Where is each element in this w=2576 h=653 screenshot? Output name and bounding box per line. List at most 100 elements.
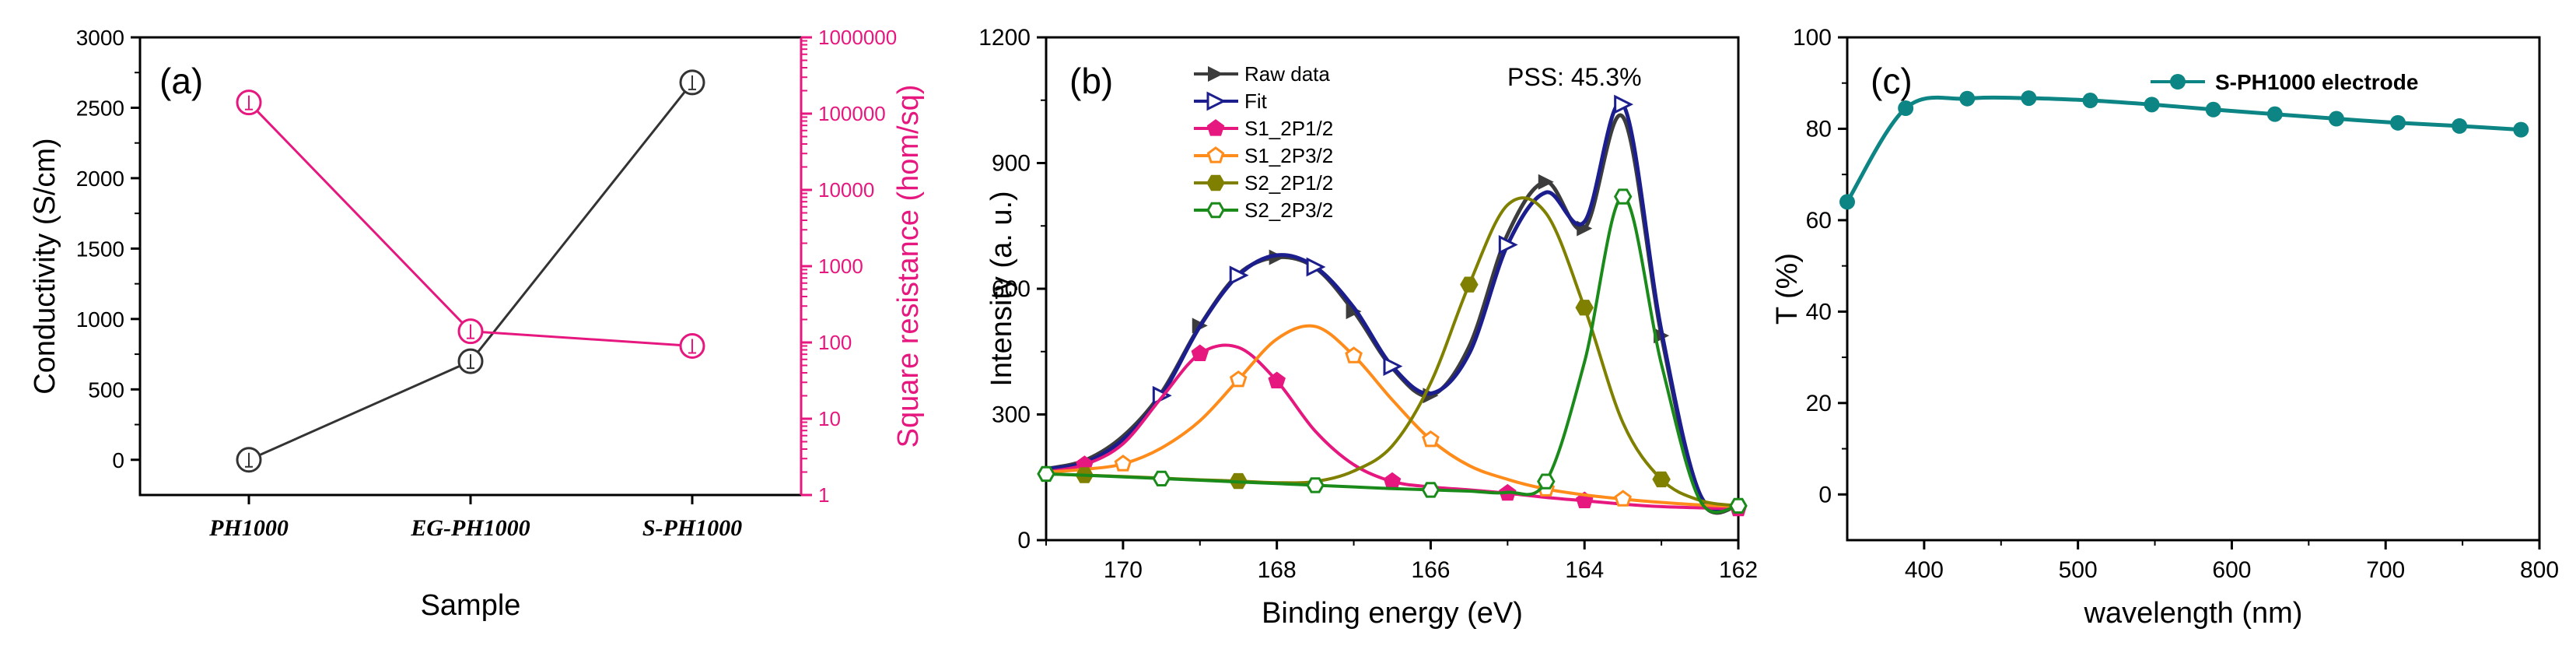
c-point-s-ph1000-electrode: [2390, 114, 2406, 131]
b-legend-label: Raw data: [1244, 62, 1330, 86]
a-ytick-label: 0: [112, 448, 124, 472]
b-point-s1-2p3-2: [1345, 346, 1363, 363]
b-point-s1-2p3-2: [1422, 430, 1440, 448]
b-line-s2-2p1-2: [1045, 196, 1739, 507]
c-xtick-label: 700: [2366, 557, 2405, 583]
b-point-s1-2p1-2: [1268, 371, 1286, 388]
b-point-s1-2p3-2: [1614, 490, 1632, 507]
b-point-s2-2p1-2: [1460, 276, 1479, 293]
a-ytick-label: 2000: [76, 167, 124, 191]
c-ytick-label: 40: [1806, 299, 1832, 325]
c-xtick-label: 600: [2212, 557, 2251, 583]
c-legend-label: S-PH1000 electrode: [2215, 70, 2418, 94]
b-legend-item-fit: Fit: [1194, 90, 1268, 113]
c-ytick-label: 20: [1806, 391, 1832, 416]
panel-b-xlabel: Binding energy (eV): [1262, 597, 1523, 630]
panel-c-legend: S-PH1000 electrode: [2151, 70, 2418, 94]
b-xtick-label: 170: [1104, 557, 1143, 583]
c-line-s-ph1000-electrode: [1845, 95, 2522, 203]
c-point-s-ph1000-electrode: [2266, 106, 2283, 122]
panel-c-lines: [1839, 90, 2529, 210]
a-xtick-label: EG-PH1000: [410, 515, 530, 541]
b-xtick-label: 162: [1719, 557, 1758, 583]
b-legend-marker: [1206, 174, 1225, 191]
c-point-s-ph1000-electrode: [2205, 101, 2221, 118]
b-point-s2-2p3-2: [1537, 473, 1556, 490]
b-series-s2-2p3-2: [1037, 188, 1748, 514]
b-point-fit: [1229, 265, 1249, 286]
b-legend-item-s2-2p1-2: S2_2P1/2: [1194, 171, 1333, 195]
a-y2tick-label: 100000: [818, 102, 886, 125]
b-point-s1-2p3-2: [1114, 455, 1132, 472]
a-xtick-label: PH1000: [208, 515, 289, 541]
b-point-s2-2p1-2: [1575, 300, 1594, 316]
c-point-s-ph1000-electrode: [1839, 194, 1855, 210]
b-point-s1-2p1-2: [1383, 472, 1402, 490]
a-xtick-label: S-PH1000: [642, 515, 742, 541]
b-point-s1-2p1-2: [1191, 344, 1209, 361]
a-line-conductivity: [248, 81, 694, 462]
panel-a: (a) 0 500 1000 1500 2000 2500 3000 1 10 100 1000 10…: [29, 26, 925, 622]
c-ytick-label: 100: [1793, 25, 1832, 51]
c-point-s-ph1000-electrode: [2452, 118, 2468, 134]
b-ytick-label: 900: [992, 151, 1031, 177]
b-legend-label: S2_2P3/2: [1244, 198, 1333, 222]
panel-b-label: (b): [1069, 61, 1113, 101]
b-xtick-label: 168: [1258, 557, 1297, 583]
a-line-square-resistance: [247, 101, 693, 347]
panel-b-frame: [1045, 36, 1740, 542]
c-series-s-ph1000-electrode: [1839, 90, 2529, 210]
b-legend-marker: [1206, 146, 1225, 163]
a-ytick-label: 3000: [76, 26, 124, 50]
b-ytick-label: 600: [992, 276, 1031, 302]
b-point-fit: [1614, 94, 1634, 114]
b-legend-label: Fit: [1244, 90, 1268, 113]
c-point-s-ph1000-electrode: [2513, 121, 2529, 138]
a-ytick-label: 1500: [76, 237, 124, 261]
panel-a-xlabel: Sample: [421, 589, 521, 622]
b-legend-item-raw-data: Raw data: [1194, 62, 1330, 86]
b-legend-label: S2_2P1/2: [1244, 171, 1333, 195]
panel-c-ylabel: T (%): [1771, 253, 1804, 325]
c-xtick-label: 500: [2059, 557, 2098, 583]
a-y2tick-label: 1: [818, 483, 829, 507]
c-ytick-label: 80: [1806, 116, 1832, 142]
b-point-s2-2p1-2: [1652, 471, 1671, 488]
b-legend-marker: [1206, 91, 1227, 111]
b-point-fit: [1498, 235, 1518, 255]
panel-a-ticks: 0 500 1000 1500 2000 2500 3000 1 10 100 1000 10000 1…: [76, 26, 898, 541]
b-ytick-label: 0: [1017, 528, 1031, 553]
c-point-s-ph1000-electrode: [1898, 100, 1914, 117]
b-line-fit: [1045, 100, 1739, 512]
b-legend-item-s1-2p3-2: S1_2P3/2: [1194, 144, 1333, 167]
b-point-s2-2p3-2: [1152, 470, 1171, 486]
a-ytick-label: 500: [88, 377, 124, 402]
panel-c-xlabel: wavelength (nm): [2084, 597, 2303, 630]
panel-a-ylabel: Conductivity (S/cm): [29, 138, 61, 394]
c-xtick-label: 400: [1905, 557, 1944, 583]
b-legend-label: S1_2P1/2: [1244, 117, 1333, 140]
panel-b-legend: Raw data Fit S1_2P1/2 S1_2P3/2 S2_2P1/2 S2_2P…: [1194, 62, 1333, 222]
b-series-s2-2p1-2: [1045, 196, 1739, 507]
b-point-raw-data: [1346, 304, 1362, 320]
c-point-s-ph1000-electrode: [2021, 90, 2037, 107]
panel-a-lines: [236, 69, 705, 473]
b-ytick-label: 300: [992, 402, 1031, 428]
panel-b-annotation: PSS: 45.3%: [1507, 63, 1642, 91]
b-legend-label: S1_2P3/2: [1244, 144, 1333, 167]
c-ytick-label: 0: [1818, 482, 1832, 507]
b-legend-marker: [1208, 66, 1223, 82]
panel-c-frame: [1846, 36, 2541, 542]
c-ytick-label: 60: [1806, 208, 1832, 233]
b-point-s2-2p3-2: [1421, 482, 1440, 498]
panel-b-ticks: 0 300 600 900 1200 170 168 166 164 162: [978, 25, 1758, 583]
a-y2tick-label: 10: [818, 407, 841, 430]
panel-c: (c) 0 20 40 60 80 100 400 500 600 700 800 S-PH1000…: [1771, 25, 2559, 630]
a-y2tick-label: 1000: [818, 255, 863, 278]
a-series-conductivity: [236, 69, 705, 473]
a-y2tick-label: 10000: [818, 178, 874, 202]
panel-a-y2label: Square resistance (hom/sq): [892, 85, 925, 448]
c-point-s-ph1000-electrode: [2082, 93, 2098, 109]
a-ytick-label: 1000: [76, 307, 124, 332]
